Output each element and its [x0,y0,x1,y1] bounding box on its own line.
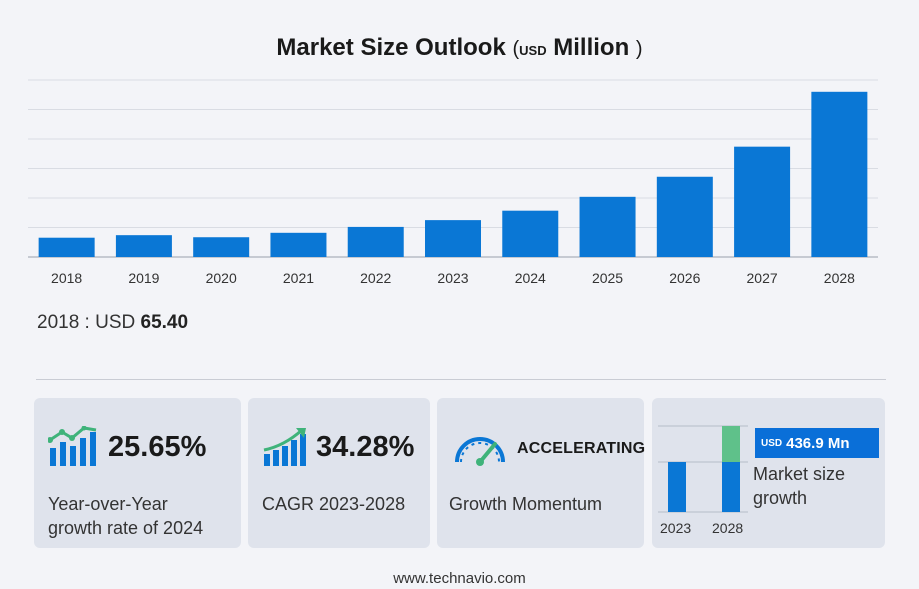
growth-badge-amount: 436.9 Mn [786,434,850,452]
x-tick-label: 2023 [437,270,468,286]
cagr-value: 34.28% [316,430,415,463]
divider [36,379,886,380]
bar-chart: 2018 2019 2020 2021 2022 2023 2024 2025 2026 2027… [28,79,878,286]
title-currency: USD [519,43,547,58]
x-tick-label: 2022 [360,270,391,286]
bar-2024 [502,210,559,257]
bar-2022 [347,226,404,257]
growth-chart-icon [48,426,97,466]
yoy-card: 25.65% Year-over-Year growth rate of 202… [34,398,241,548]
growth-badge-currency: USD [761,437,783,449]
growth-mini-chart [658,425,748,513]
growth-label-1: Market size [753,464,846,484]
x-tick-label: 2024 [515,270,546,286]
x-tick-label: 2026 [669,270,700,286]
bar-2021 [270,232,327,257]
bar-2018 [38,237,95,257]
growth-card: 2023 2028 Market size growth [652,398,885,548]
base-year-amount: 65.40 [140,312,189,333]
speedometer-icon [455,437,505,466]
x-tick-label: 2021 [283,270,314,286]
bar-2020 [193,237,250,257]
bar-2028 [811,91,868,257]
title-text: Market Size Outlook [276,34,506,61]
x-tick-label: 2018 [51,270,82,286]
x-tick-label: 2027 [747,270,778,286]
mini-bar-end-base [722,462,740,512]
title-scale: Million [553,34,630,61]
bar-2023 [425,220,481,257]
growth-year-start: 2023 [660,520,692,536]
yoy-value: 25.65% [108,430,207,463]
base-year-value: 2018 : USD 65.40 [37,312,188,334]
yoy-label-1: Year-over-Year [48,494,168,514]
momentum-card: ACCELERATING Growth Momentum [437,398,646,548]
momentum-value: ACCELERATING [517,440,646,457]
bar-2025 [579,196,636,257]
mini-bar-end-increment [722,426,740,462]
cagr-label: CAGR 2023-2028 [262,494,406,514]
x-tick-label: 2028 [824,270,855,286]
bar-2026 [656,176,713,257]
base-year-label: 2018 : USD [37,312,136,333]
bar-2027 [734,146,791,257]
bar-2019 [115,235,172,257]
yoy-label-2: growth rate of 2024 [48,518,204,538]
x-tick-label: 2020 [206,270,237,286]
source-footer: www.technavio.com [393,570,526,587]
growth-label-2: growth [753,488,808,508]
x-tick-label: 2019 [128,270,159,286]
momentum-label: Growth Momentum [449,494,603,514]
growth-year-end: 2028 [712,520,744,536]
trend-up-icon [263,428,306,466]
chart-title: Market Size Outlook (USD Million ) [276,34,643,61]
mini-bar-start [668,462,686,512]
cagr-card: 34.28% CAGR 2023-2028 [248,398,430,548]
growth-badge: USD 436.9 Mn [755,428,879,458]
x-tick-label: 2025 [592,270,623,286]
